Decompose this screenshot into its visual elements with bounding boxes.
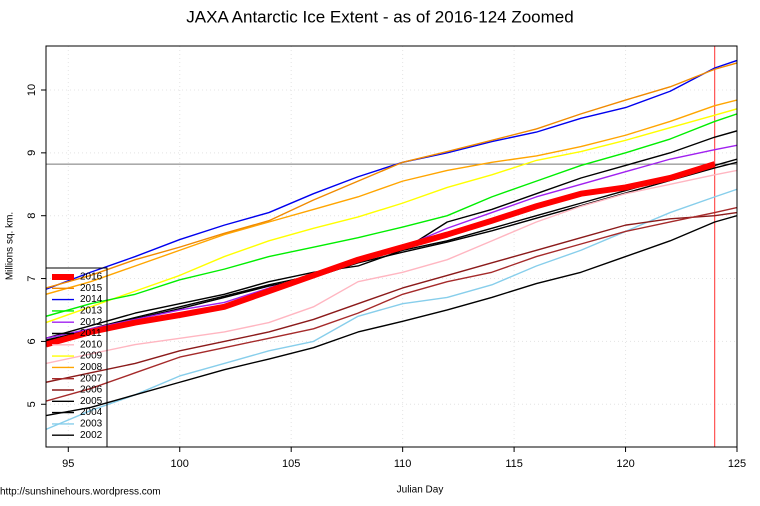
x-tick-label: 115 (505, 458, 523, 470)
y-tick-label: 7 (26, 275, 38, 281)
legend-label: 2006 (80, 385, 103, 396)
series-line (46, 62, 737, 289)
legend-label: 2003 (80, 419, 103, 430)
legend-label: 2005 (80, 396, 103, 407)
y-tick-label: 6 (26, 338, 38, 344)
series-line (46, 206, 737, 402)
series-line (46, 144, 737, 339)
series-line (46, 169, 737, 365)
y-axis-label: Millions sq. km. (5, 212, 16, 280)
chart-title: JAXA Antarctic Ice Extent - as of 2016-1… (186, 7, 573, 26)
y-tick-label: 8 (26, 213, 38, 219)
x-tick-label: 105 (282, 458, 300, 470)
x-tick-label: 100 (171, 458, 189, 470)
legend-label: 2007 (80, 373, 103, 384)
legend-label: 2015 (80, 283, 103, 294)
legend-label: 2014 (80, 294, 103, 305)
plot-lines (46, 59, 737, 431)
x-tick-label: 120 (616, 458, 634, 470)
y-tick-label: 5 (26, 401, 38, 407)
series-line (46, 161, 737, 341)
series-line (46, 188, 737, 431)
legend-label: 2008 (80, 362, 103, 373)
series-line (46, 215, 737, 417)
x-tick-label: 95 (62, 458, 74, 470)
legend-label: 2010 (80, 339, 103, 350)
legend-label: 2009 (80, 351, 103, 362)
x-tick-label: 125 (728, 458, 746, 470)
series-line (46, 130, 737, 339)
legend-label: 2012 (80, 317, 103, 328)
x-axis-label: Julian Day (397, 485, 444, 496)
x-tick-label: 110 (394, 458, 412, 470)
legend-label: 2016 (80, 272, 103, 283)
legend-label: 2004 (80, 407, 103, 418)
series-line (46, 108, 737, 324)
legend-label: 2013 (80, 306, 103, 317)
series-line (46, 99, 737, 295)
y-tick-label: 10 (26, 84, 38, 96)
legend-label: 2002 (80, 430, 103, 441)
series-line (46, 113, 737, 317)
plot-frame (45, 45, 738, 448)
y-tick-label: 9 (26, 150, 38, 156)
source-label: http://sunshinehours.wordpress.com (0, 487, 161, 498)
legend-label: 2011 (80, 328, 102, 339)
series-line (46, 211, 737, 383)
series-line (46, 161, 716, 348)
